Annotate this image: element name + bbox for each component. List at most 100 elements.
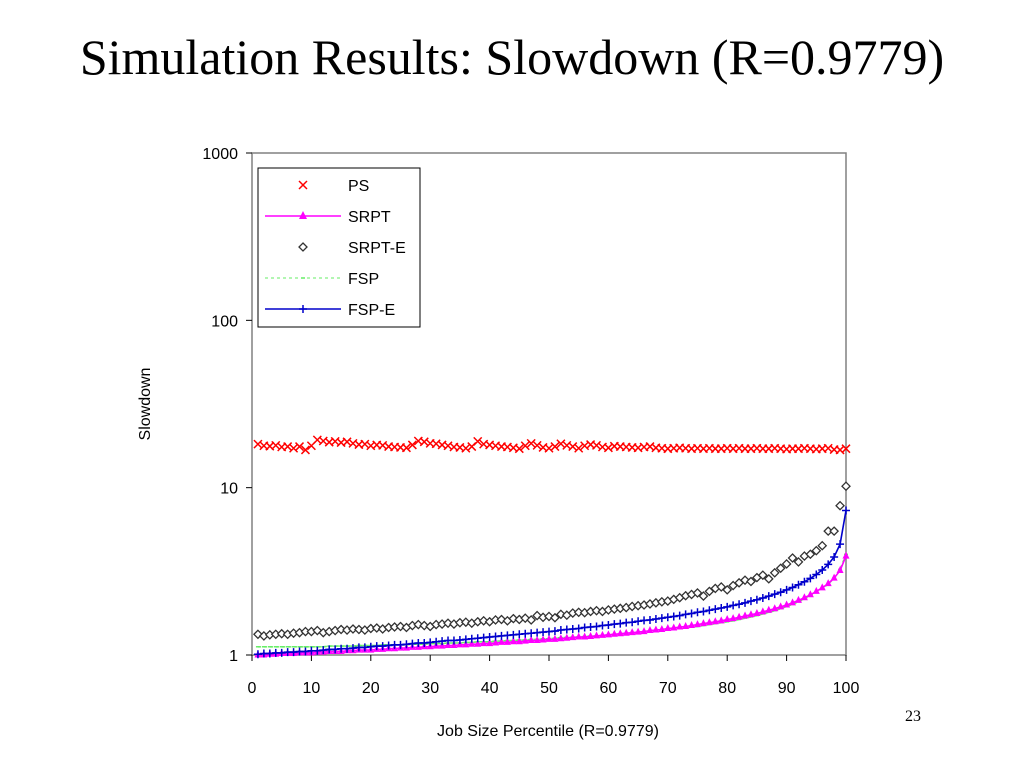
x-tick-label: 40 [481, 680, 499, 697]
data-point-srpt-e [793, 556, 804, 567]
data-point-fsp-e [634, 617, 643, 626]
data-point-srpt-e [371, 623, 382, 633]
x-axis: 0 10 20 30 40 50 60 70 80 90 100 [248, 655, 860, 697]
series-ps [253, 435, 851, 455]
data-point-srpt [569, 633, 577, 641]
data-point-ps [841, 444, 851, 454]
data-point-fsp-e [741, 598, 750, 607]
data-point-srpt-e [698, 591, 709, 601]
y-axis: 1 10 100 1000 [202, 146, 252, 665]
data-point-fsp-e [681, 610, 690, 619]
x-tick-label: 70 [659, 680, 677, 697]
data-point-fsp-e [645, 615, 654, 624]
data-point-ps [473, 436, 483, 446]
data-point-ps [407, 440, 417, 450]
data-point-ps [461, 443, 471, 453]
data-point-srpt-e [276, 628, 287, 639]
data-point-fsp-e [717, 603, 726, 612]
data-point-fsp-e [842, 506, 850, 515]
data-point-ps [568, 442, 578, 452]
data-point-srpt-e [348, 624, 358, 634]
data-point-srpt [545, 634, 553, 642]
x-tick-label: 30 [421, 680, 439, 697]
data-point-srpt-e [354, 624, 364, 635]
data-point-fsp-e [687, 609, 696, 618]
data-point-ps [532, 440, 542, 450]
data-point-srpt [634, 627, 642, 635]
data-point-srpt-e [763, 573, 774, 584]
data-point-srpt [486, 639, 494, 647]
y-tick-label: 100 [211, 313, 238, 330]
data-point-ps [550, 442, 560, 452]
y-tick-label: 1000 [202, 146, 238, 163]
data-point-srpt-e [413, 619, 424, 630]
legend-label-fsp: FSP [348, 271, 379, 288]
y-axis-title: Slowdown [137, 368, 154, 441]
data-point-srpt-e [526, 615, 537, 625]
legend-item-srpt-e: SRPT-E [298, 240, 406, 257]
data-point-srpt [794, 595, 802, 603]
data-point-srpt [468, 639, 476, 647]
data-point-fsp-e [800, 577, 809, 586]
data-point-srpt [551, 634, 559, 642]
data-point-srpt-e [746, 576, 756, 587]
data-point-srpt [557, 634, 565, 642]
data-point-srpt [581, 632, 589, 640]
data-point-srpt [652, 625, 660, 633]
data-point-srpt [818, 583, 826, 591]
y-tick-label: 10 [220, 481, 238, 498]
data-point-srpt [658, 625, 666, 633]
data-point-fsp-e [752, 595, 761, 604]
data-point-srpt [682, 622, 690, 630]
data-point-srpt [842, 551, 850, 559]
data-point-fsp-e [812, 570, 821, 579]
data-point-srpt [622, 628, 630, 636]
x-tick-label: 60 [600, 680, 618, 697]
data-point-srpt [539, 635, 547, 643]
data-point-srpt [462, 640, 470, 648]
data-point-srpt-e [740, 575, 750, 586]
data-point-srpt [492, 638, 500, 646]
data-point-srpt-e [496, 614, 507, 625]
data-point-srpt [741, 611, 749, 619]
data-point-srpt-e [555, 609, 566, 620]
data-point-srpt [575, 632, 583, 640]
data-point-fsp-e [770, 590, 779, 599]
data-point-srpt [509, 637, 517, 645]
legend-marker-srpt-e [298, 242, 308, 252]
data-point-fsp-e [788, 583, 797, 592]
data-point-fsp-e [794, 580, 803, 589]
data-point-fsp-e [675, 611, 684, 620]
data-point-fsp-e [604, 621, 613, 630]
data-point-fsp-e [782, 585, 791, 594]
data-point-srpt [806, 590, 814, 598]
data-point-fsp-e [746, 597, 755, 606]
data-point-srpt [676, 622, 684, 630]
data-point-srpt-e [395, 621, 406, 632]
data-point-srpt-e [722, 584, 733, 595]
data-point-srpt [688, 621, 696, 629]
data-point-srpt [777, 602, 785, 610]
data-point-fsp-e [699, 607, 708, 616]
data-point-srpt-e [312, 625, 323, 636]
data-point-srpt [587, 631, 595, 639]
data-point-srpt [789, 598, 797, 606]
x-tick-label: 0 [248, 680, 257, 697]
data-point-srpt [717, 616, 725, 624]
data-point-fsp-e [705, 606, 714, 615]
data-point-srpt-e [550, 612, 560, 623]
data-point-ps [574, 443, 584, 453]
legend-marker-ps [298, 180, 308, 190]
series-srpt [254, 551, 850, 658]
series-line-srpt [257, 555, 847, 656]
data-point-srpt-e [419, 620, 430, 631]
data-point-fsp-e [651, 615, 660, 624]
data-point-srpt-e [829, 526, 840, 537]
x-tick-label: 50 [540, 680, 558, 697]
x-tick-label: 100 [833, 680, 860, 697]
data-point-ps [294, 442, 305, 452]
data-point-srpt [729, 614, 737, 622]
legend-marker-fsp-e [299, 305, 307, 313]
data-point-srpt [628, 628, 636, 636]
